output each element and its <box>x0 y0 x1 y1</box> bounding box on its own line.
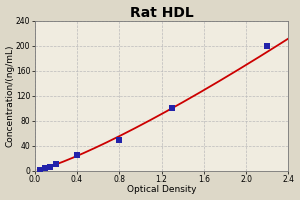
Point <box>53 162 58 166</box>
Point <box>48 165 53 168</box>
Point <box>170 107 175 110</box>
Point <box>117 138 122 141</box>
Point <box>74 154 79 157</box>
Point <box>43 167 48 170</box>
Point <box>265 44 270 47</box>
X-axis label: Optical Density: Optical Density <box>127 185 196 194</box>
Point <box>38 168 42 171</box>
Title: Rat HDL: Rat HDL <box>130 6 194 20</box>
Y-axis label: Concentration/(ng/mL): Concentration/(ng/mL) <box>6 45 15 147</box>
